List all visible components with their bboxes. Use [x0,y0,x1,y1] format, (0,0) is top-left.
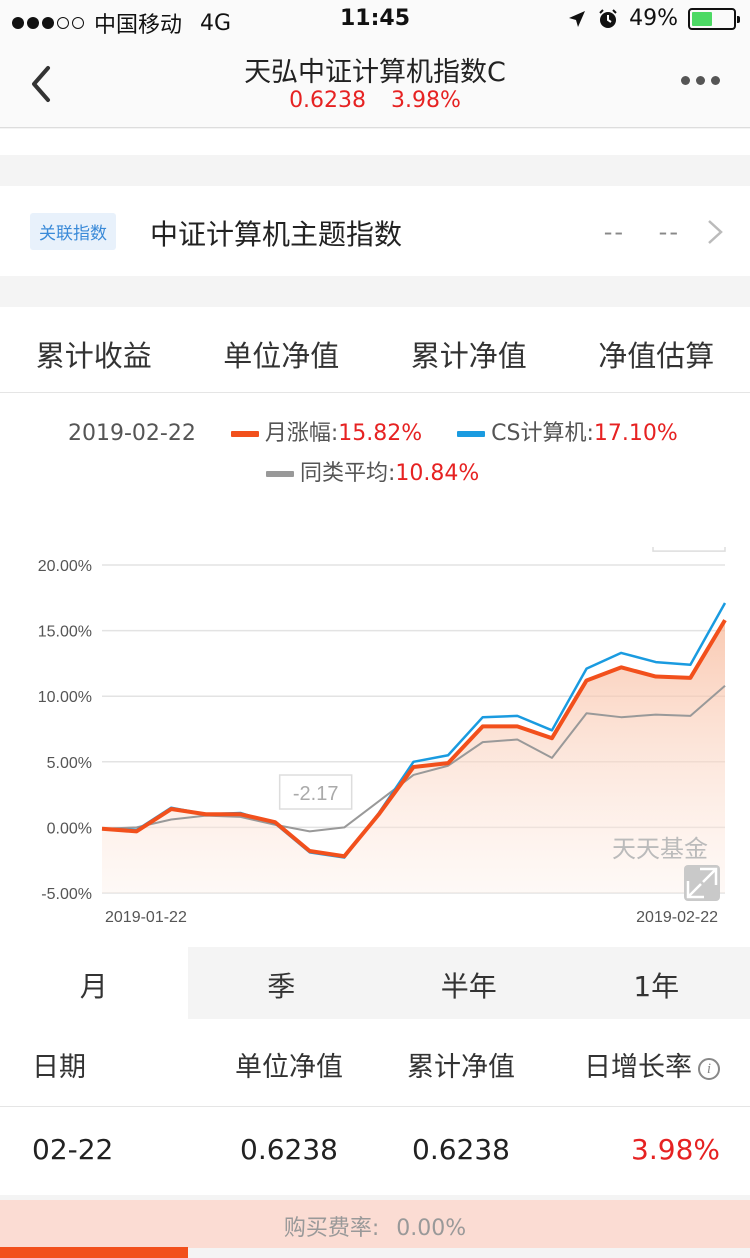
y-tick-label: 10.00% [38,689,92,706]
peer-legend-swatch [266,471,294,477]
tab-cumulative-return[interactable]: 累计收益 [35,339,152,373]
col-acc-nav: 累计净值 [407,1052,515,1083]
status-bar: 中国移动 4G 11:45 49% [0,0,750,40]
y-tick-label: 20.00% [38,558,92,575]
chevron-right-icon [708,220,723,244]
fund-legend-label: 月涨幅: [264,421,339,446]
peer-legend-label: 同类平均: [300,461,396,486]
nav-change: 3.98% [391,88,461,113]
period-month[interactable]: 月 [0,947,188,1019]
period-half-year[interactable]: 半年 [440,970,497,1003]
nav-value: 0.6238 [289,88,367,113]
carrier-label: 中国移动 [94,13,183,38]
index-legend-swatch [457,431,486,437]
clock: 11:45 [339,6,411,31]
spacer-strip [0,129,750,155]
index-legend-value: 17.10% [593,421,678,446]
col-unit-nav: 单位净值 [235,1052,343,1083]
fund-area-fill [102,620,725,893]
alarm-clock-icon [599,8,617,28]
bottom-tab-indicator [0,1247,188,1258]
period-one-year[interactable]: 1年 [633,970,680,1003]
legend-date: 2019-02-22 [68,421,196,446]
purchase-fee-bar: 购买费率: 0.00% [0,1200,750,1248]
fullscreen-icon[interactable] [684,865,720,901]
nav-table-header: 日期 单位净值 累计净值 日增长率 i [0,1019,750,1107]
location-arrow-icon [569,10,586,27]
y-tick-label: 5.00% [47,755,92,772]
col-date: 日期 [32,1052,86,1083]
x-tick-label-end: 2019-02-22 [636,909,718,926]
row-unit-nav: 0.6238 [240,1133,338,1166]
min-callout: -2.17 [293,783,339,805]
fund-legend-swatch [230,431,259,437]
related-index-name: 中证计算机主题指数 [150,218,403,251]
related-index-values: -- -- [580,218,680,246]
period-selector: 月 季 半年 1年 [0,947,750,1019]
row-growth: 3.98% [631,1133,720,1166]
index-legend-label: CS计算机: [491,421,594,446]
y-tick-label: 15.00% [38,624,92,641]
table-row[interactable]: 02-22 0.6238 0.6238 3.98% [0,1107,750,1195]
cumulative-return-chart[interactable]: 20.00%15.00%10.00%5.00%0.00%-5.00%-2.171… [0,547,750,927]
col-growth-label: 日增长率 [584,1052,692,1083]
battery-icon [688,7,740,30]
peer-legend-value: 10.84% [395,461,480,486]
info-icon[interactable]: i [698,1057,720,1080]
fund-legend-value: 15.82% [338,421,423,446]
tab-nav-estimate[interactable]: 净值估算 [598,339,715,373]
index-value-2: -- [658,218,680,246]
signal-strength-icon [12,17,84,29]
chart-tabs: 累计收益 单位净值 累计净值 净值估算 [0,307,750,393]
row-date: 02-22 [32,1133,114,1166]
max-callout-box [652,547,726,552]
min-callout-box [278,774,353,810]
col-growth: 日增长率 i [584,1045,720,1084]
period-quarter[interactable]: 季 [267,970,296,1003]
fee-value: 0.00% [396,1216,467,1241]
network-label: 4G [200,10,232,36]
back-arrow-icon[interactable] [24,62,64,106]
y-tick-label: 0.00% [47,820,92,837]
chart-card: 累计收益 单位净值 累计净值 净值估算 2019-02-22 月涨幅:15.82… [0,307,750,947]
nav-subtitle: 0.6238 3.98% [0,88,750,113]
tab-accumulated-nav[interactable]: 累计净值 [410,339,527,373]
related-index-row[interactable]: 关联指数 中证计算机主题指数 -- -- [0,186,750,276]
fee-label: 购买费率: [283,1216,380,1241]
tab-unit-nav[interactable]: 单位净值 [223,339,340,373]
watermark: 天天基金 [612,835,708,863]
related-index-tag: 关联指数 [30,213,116,250]
more-menu-icon[interactable] [681,76,720,85]
row-acc-nav: 0.6238 [412,1133,510,1166]
fund-series-line [101,619,727,859]
battery-percent: 49% [629,6,678,31]
nav-bar: 天弘中证计算机指数C 0.6238 3.98% [0,40,750,128]
page-title: 天弘中证计算机指数C [244,57,506,88]
index-value-1: -- [603,218,626,246]
y-tick-label: -5.00% [41,886,92,903]
x-tick-label-start: 2019-01-22 [105,909,187,926]
